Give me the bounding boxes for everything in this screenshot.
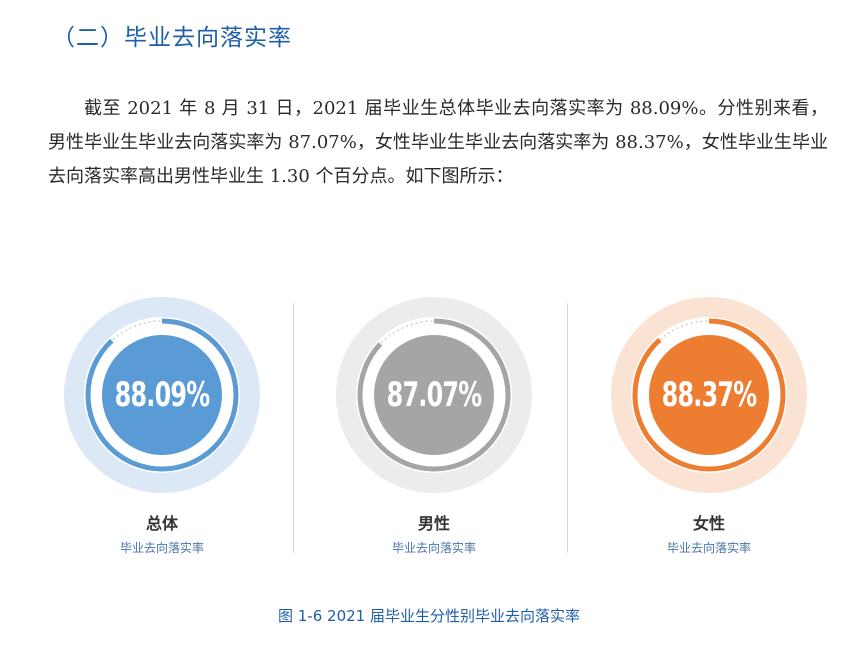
body-paragraph: 截至 2021 年 8 月 31 日，2021 届毕业生总体毕业去向落实率为 8…: [48, 98, 828, 187]
donut-total-value: 88.09%: [114, 375, 210, 415]
donut-female: 88.37%: [609, 295, 809, 495]
divider: [567, 303, 568, 553]
section-heading: （二）毕业去向落实率: [52, 25, 292, 51]
divider: [293, 303, 294, 553]
donut-male-value: 87.07%: [386, 375, 482, 415]
donut-female-sublabel: 毕业去向落实率: [666, 541, 751, 555]
donut-inner-disc: [649, 335, 769, 455]
donut-total-svg: [64, 297, 260, 493]
donut-total-label: 总体: [145, 514, 178, 533]
donut-female-value: 88.37%: [661, 375, 757, 415]
donut-progress-arc: [85, 318, 239, 472]
figure-caption: 图 1-6 2021 届毕业生分性别毕业去向落实率: [278, 607, 580, 625]
donut-inner-disc: [374, 335, 494, 455]
donut-total: 88.09%: [62, 295, 262, 495]
donut-total-sublabel: 毕业去向落实率: [119, 541, 204, 555]
donut-female-svg: [611, 297, 807, 493]
donut-female-label: 女性: [692, 514, 725, 533]
donut-male-svg: [336, 297, 532, 493]
donut-inner-disc: [102, 335, 222, 455]
donut-male-sublabel: 毕业去向落实率: [391, 541, 476, 555]
donut-progress-arc: [632, 318, 786, 472]
donut-chart-group: 88.09% 总体 毕业去向落实率 87.07% 男性 毕业去向落实率 88.3…: [0, 295, 858, 565]
donut-progress-arc: [357, 318, 511, 472]
donut-male-label: 男性: [417, 514, 450, 533]
donut-male: 87.07%: [334, 295, 534, 495]
